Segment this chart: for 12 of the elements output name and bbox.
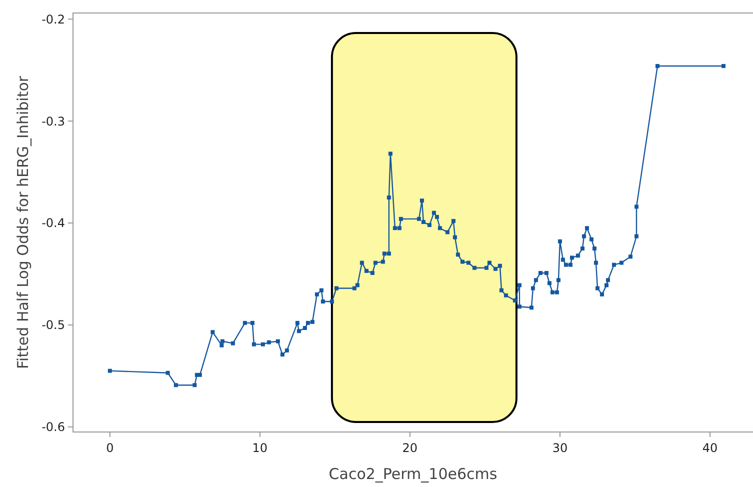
x-axis-title: Caco2_Perm_10e6cms — [328, 465, 498, 483]
x-tick-label: 30 — [552, 441, 568, 455]
x-tick-label: 0 — [106, 441, 114, 455]
x-tick-label: 20 — [402, 441, 418, 455]
x-tick-label: 40 — [702, 441, 718, 455]
y-tick-label: -0.3 — [42, 114, 65, 128]
y-tick-label: -0.5 — [42, 318, 65, 332]
y-tick-label: -0.4 — [42, 216, 65, 230]
y-tick-label: -0.2 — [42, 12, 65, 26]
y-axis-title: Fitted Half Log Odds for hERG_Inhibitor — [14, 75, 32, 370]
y-tick-label: -0.6 — [42, 420, 65, 434]
x-tick-label: 10 — [252, 441, 268, 455]
